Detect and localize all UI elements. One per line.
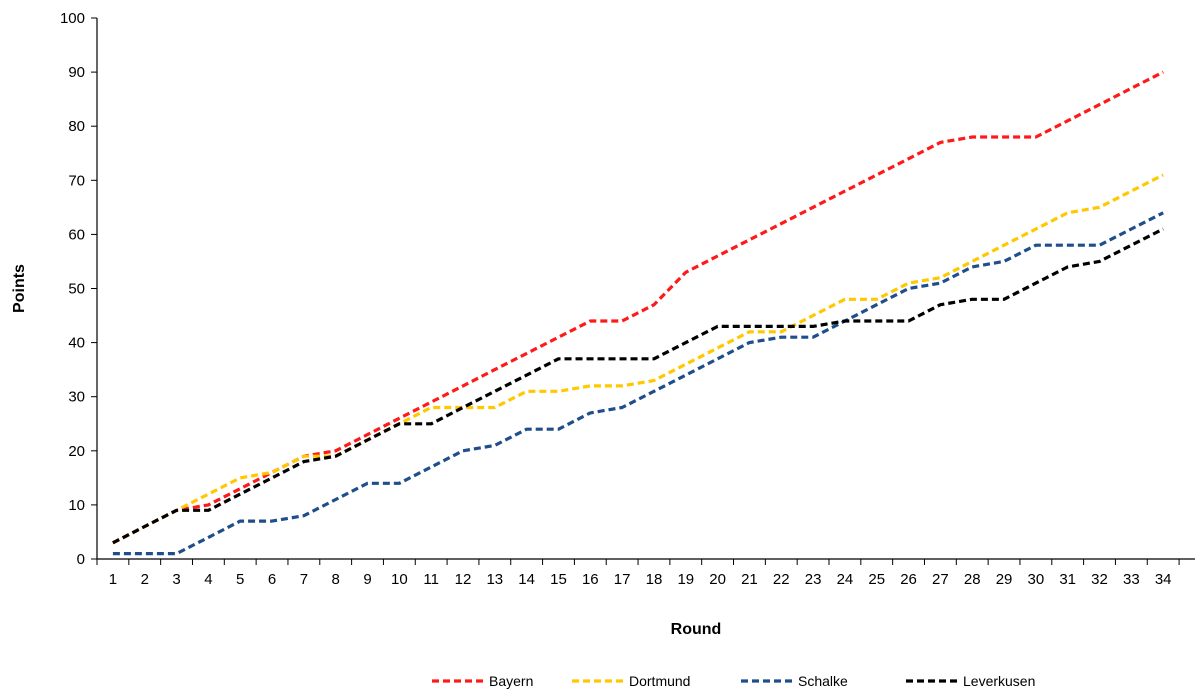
legend-label-leverkusen: Leverkusen [963,673,1035,689]
x-tick-label: 16 [582,571,599,588]
y-tick-label: 90 [68,64,85,81]
y-tick-label: 50 [68,281,85,298]
x-tick-label: 21 [741,571,758,588]
x-tick-label: 20 [709,571,726,588]
y-tick-label: 100 [60,10,85,27]
legend: Bayern Dortmund Schalke Leverkusen [432,673,1035,689]
series-line-schalke [112,211,1164,556]
x-tick-label: 17 [614,571,631,588]
x-tick-label: 23 [805,571,822,588]
y-tick-label: 30 [68,389,85,406]
y-tick-label: 40 [68,335,85,352]
legend-label-schalke: Schalke [798,673,848,689]
y-tick-label: 0 [77,551,85,568]
series-line-leverkusen [112,227,1164,545]
legend-label-dortmund: Dortmund [629,673,690,689]
x-tick-label: 32 [1091,571,1108,588]
x-tick-label: 26 [900,571,917,588]
y-tick-label: 10 [68,497,85,514]
x-axis-title: Round [671,621,722,638]
x-tick-label: 24 [837,571,854,588]
x-tick-label: 19 [677,571,694,588]
x-tick-label: 15 [550,571,567,588]
x-tick-label: 12 [455,571,472,588]
x-tick-label: 33 [1123,571,1140,588]
y-tick-label: 70 [68,172,85,189]
x-tick-label: 22 [773,571,790,588]
x-tick-label: 10 [391,571,408,588]
x-tick-label: 1 [109,571,117,588]
legend-label-bayern: Bayern [489,673,533,689]
x-tick-label: 6 [268,571,276,588]
series-line-dortmund [112,173,1164,545]
series-line-bayern [112,70,1164,545]
y-tick-label: 60 [68,226,85,243]
x-tick-label: 3 [172,571,180,588]
x-tick-label: 31 [1059,571,1076,588]
x-tick-label: 29 [996,571,1013,588]
series-layer [112,70,1164,556]
x-tick-label: 34 [1155,571,1172,588]
y-tick-label: 20 [68,443,85,460]
y-axis-title: Points [11,264,28,313]
x-tick-label: 14 [518,571,535,588]
x-tick-label: 7 [300,571,308,588]
x-tick-label: 9 [363,571,371,588]
x-tick-label: 25 [868,571,885,588]
x-tick-label: 8 [332,571,340,588]
x-tick-label: 4 [204,571,212,588]
x-tick-label: 28 [964,571,981,588]
x-tick-label: 11 [423,571,439,588]
x-tick-label: 30 [1028,571,1045,588]
x-tick-label: 5 [236,571,244,588]
x-tick-label: 2 [141,571,149,588]
x-tick-label: 18 [646,571,663,588]
y-tick-label: 80 [68,118,85,135]
x-tick-label: 13 [486,571,503,588]
x-tick-label: 27 [932,571,949,588]
